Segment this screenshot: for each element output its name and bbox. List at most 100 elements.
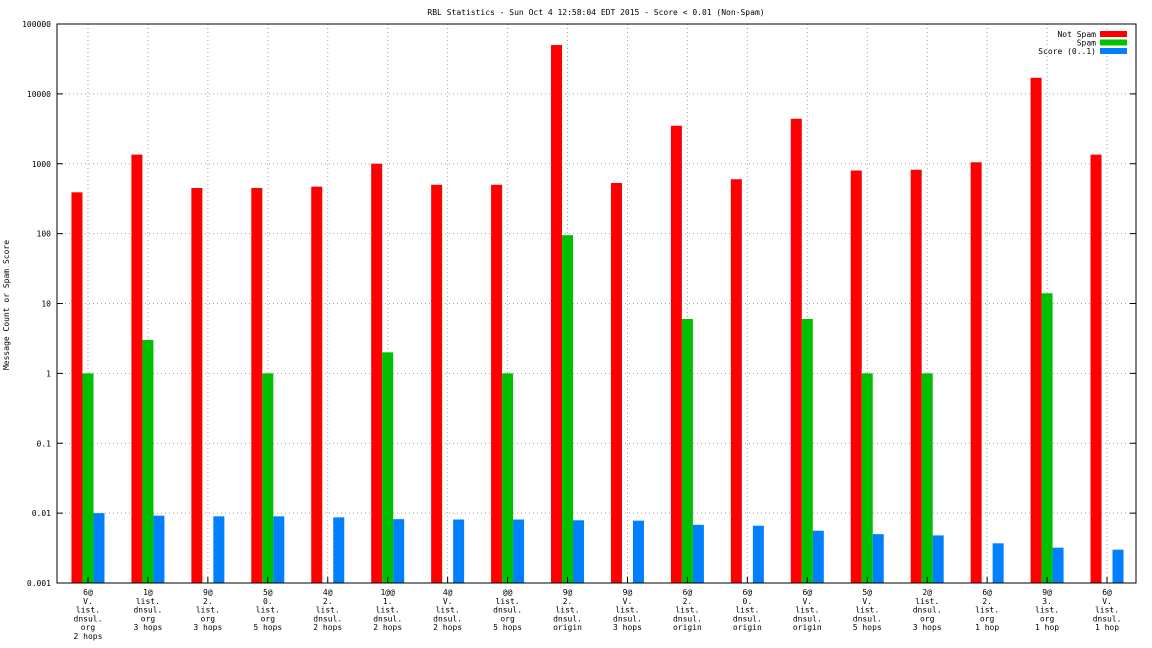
bar-score-0-1 (153, 515, 165, 583)
bar-spam (82, 373, 94, 583)
x-tick-label: 6@ V. list. dnsul. org 2 hops (74, 588, 103, 641)
bar-not-spam (371, 163, 383, 583)
legend-swatch (1100, 48, 1127, 54)
legend-swatch (1100, 31, 1127, 37)
bar-score-0-1 (573, 520, 585, 583)
bar-not-spam (970, 162, 982, 583)
x-tick-label-line: dnsul. (613, 614, 642, 623)
x-tick-label-line: org (141, 614, 156, 623)
x-tick-label-line: 3. (1042, 597, 1052, 606)
x-tick-label-line: dnsul. (673, 614, 702, 623)
y-tick-label: 100000 (22, 20, 51, 29)
x-tick-label: 5@ V. list. dnsul. 5 hops (853, 588, 882, 632)
x-tick-label-line: dnsul. (1093, 614, 1122, 623)
x-tick-label-line: list. (1095, 606, 1119, 615)
x-tick-label-line: dnsul. (553, 614, 582, 623)
x-tick-label: 6@ V. list. dnsul. 1 hop (1093, 588, 1122, 632)
bar-spam (262, 373, 274, 583)
bar-spam (681, 319, 693, 583)
y-axis-label: Message Count or Spam Score (2, 240, 11, 370)
chart-title: RBL Statistics - Sun Oct 4 12:58:04 EDT … (427, 8, 764, 17)
bar-score-0-1 (932, 535, 944, 583)
bar-not-spam (850, 170, 862, 583)
bar-score-0-1 (752, 525, 764, 583)
x-tick-label-line: origin (793, 623, 822, 632)
x-tick-label-line: list. (1035, 606, 1059, 615)
x-tick-label-line: list. (136, 597, 160, 606)
bar-spam (142, 340, 154, 583)
x-tick-label-line: 6@ (83, 588, 93, 597)
x-tick-label-line: 1 hop (975, 623, 999, 632)
bar-score-0-1 (812, 530, 824, 583)
x-tick-label-line: @@ (503, 588, 513, 597)
x-tick-label-line: V. (83, 597, 93, 606)
x-tick-label-line: 2. (683, 597, 693, 606)
bar-not-spam (910, 169, 922, 583)
x-tick-label-line: 1@@ (380, 588, 395, 597)
bar-not-spam (610, 183, 622, 583)
bar-score-0-1 (1112, 549, 1124, 583)
x-tick-label-line: 9@ (563, 588, 573, 597)
x-tick-label-line: dnsul. (74, 614, 103, 623)
x-tick-label-line: dnsul. (853, 614, 882, 623)
x-tick-label-line: org (980, 614, 995, 623)
x-tick-label-line: 6@ (683, 588, 693, 597)
x-tick-label-line: 2 hops (433, 623, 462, 632)
x-tick-label-line: 4@ (323, 588, 333, 597)
x-tick-label-line: list. (76, 606, 100, 615)
x-tick-label: 1@@ 1. list. dnsul. 2 hops (373, 588, 402, 632)
bar-score-0-1 (393, 519, 405, 583)
bar-score-0-1 (273, 516, 285, 583)
legend-label: Not Spam (1057, 30, 1096, 39)
x-tick-label-line: origin (673, 623, 702, 632)
x-tick-label: 6@ 0. list. dnsul. origin (733, 588, 762, 632)
x-tick-label-line: list. (496, 597, 520, 606)
bar-not-spam (1090, 154, 1102, 583)
x-tick-label-line: 2@ (922, 588, 932, 597)
bar-score-0-1 (513, 519, 525, 583)
x-tick-label-line: V. (623, 597, 633, 606)
x-tick-label-line: V. (1102, 597, 1112, 606)
x-tick-label-line: V. (802, 597, 812, 606)
bar-not-spam (431, 184, 443, 583)
y-tick-label: 10 (41, 300, 51, 309)
bars (71, 45, 1124, 584)
x-tick-label-line: 2. (203, 597, 213, 606)
y-tick-label: 0.01 (32, 509, 51, 518)
x-tick-label-line: org (81, 623, 96, 632)
x-tick-label-line: 5 hops (253, 623, 282, 632)
y-tick-label: 0.1 (37, 439, 52, 448)
x-tick-label-line: list. (555, 606, 579, 615)
x-tick-label-line: 3 hops (613, 623, 642, 632)
x-tick-label-line: list. (675, 606, 699, 615)
bar-not-spam (131, 154, 143, 583)
x-tick-label: 6@ 2. list. org 1 hop (975, 588, 999, 632)
x-tick-label: @@ list. dnsul. org 5 hops (493, 588, 522, 632)
x-tick-label-line: 3 hops (193, 623, 222, 632)
x-tick-label-line: 0. (743, 597, 753, 606)
x-tick-label: 5@ 0. list. org 5 hops (253, 588, 282, 632)
x-tick-label-line: dnsul. (313, 614, 342, 623)
bar-not-spam (311, 186, 323, 583)
bar-not-spam (790, 118, 802, 583)
x-tick-label-line: 2 hops (313, 623, 342, 632)
x-tick-label-line: list. (915, 597, 939, 606)
x-tick-label-line: 2. (982, 597, 992, 606)
x-tick-label-line: dnsul. (793, 614, 822, 623)
x-tick-label-line: org (1040, 614, 1055, 623)
x-tick-label-line: 1 hop (1035, 623, 1059, 632)
bar-not-spam (71, 192, 83, 584)
bar-score-0-1 (992, 543, 1004, 583)
x-tick-label-line: list. (735, 606, 759, 615)
x-tick-label-line: org (261, 614, 276, 623)
x-tick-label-line: 9@ (203, 588, 213, 597)
bar-not-spam (191, 187, 203, 583)
x-tick-label-line: 2 hops (74, 632, 103, 641)
bar-score-0-1 (872, 534, 884, 583)
x-tick-label-line: list. (196, 606, 220, 615)
x-tick-label-line: dnsul. (373, 614, 402, 623)
x-tick-label-line: 6@ (802, 588, 812, 597)
x-tick-label: 6@ 2. list. dnsul. origin (673, 588, 702, 632)
x-tick-label-line: V. (862, 597, 872, 606)
